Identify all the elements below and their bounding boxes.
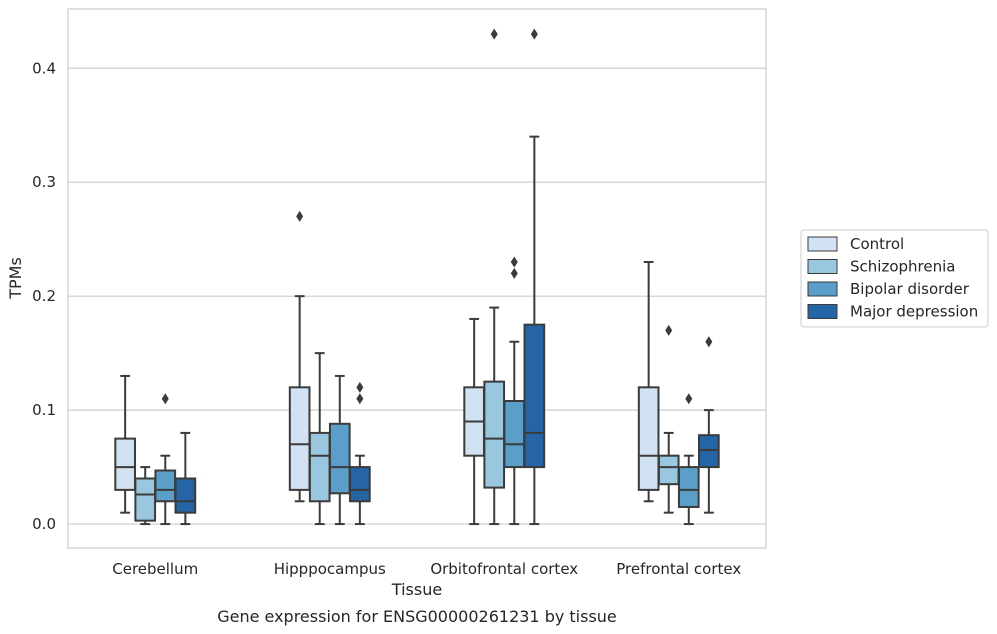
box-iqr xyxy=(174,477,197,514)
box-iqr xyxy=(288,386,311,491)
outlier-point xyxy=(510,256,518,268)
legend-swatch xyxy=(807,236,838,252)
box-iqr xyxy=(349,466,371,503)
box-schizophrenia xyxy=(657,324,680,514)
box-major-depression xyxy=(523,28,546,526)
outlier-point xyxy=(510,267,518,279)
x-tick-label: Prefrontal cortex xyxy=(616,560,741,578)
legend-swatch xyxy=(807,304,838,319)
x-tick-labels: Cerebellum Hipppocampus Orbitofrontal cort… xyxy=(112,560,741,578)
legend-label: Schizophrenia xyxy=(850,258,955,276)
box-iqr xyxy=(503,400,526,469)
y-axis-title: TPMs xyxy=(6,257,25,300)
box-iqr xyxy=(308,431,331,503)
outlier-point xyxy=(296,210,304,222)
y-tick-label: 0.1 xyxy=(32,401,56,419)
y-tick-label: 0.0 xyxy=(32,515,56,533)
box-bipolar-disorder xyxy=(503,256,526,526)
outlier-point xyxy=(161,393,169,405)
box-major-depression xyxy=(174,431,197,526)
box-iqr xyxy=(523,323,546,469)
box-control xyxy=(288,210,311,503)
outlier-point xyxy=(490,28,498,40)
x-axis-title: Tissue xyxy=(391,580,442,599)
box-iqr xyxy=(328,422,351,495)
x-tick-label: Hipppocampus xyxy=(274,560,386,578)
legend-swatch xyxy=(807,259,838,274)
box-iqr xyxy=(637,386,660,491)
box-major-depression xyxy=(349,381,371,526)
box-schizophrenia xyxy=(308,352,331,526)
outlier-point xyxy=(685,393,693,405)
outlier-point xyxy=(356,381,364,393)
y-tick-labels: 0.0 0.1 0.2 0.3 0.4 xyxy=(32,59,56,533)
box-control xyxy=(463,317,485,526)
outlier-point xyxy=(530,28,538,40)
box-bipolar-disorder xyxy=(677,393,700,526)
box-iqr xyxy=(698,434,720,469)
legend-label: Control xyxy=(850,235,904,253)
x-tick-label: Cerebellum xyxy=(112,560,198,578)
outlier-point xyxy=(356,393,364,405)
box-iqr xyxy=(677,466,700,508)
outlier-point xyxy=(705,336,713,348)
box-iqr xyxy=(134,477,157,522)
box-control xyxy=(637,260,660,503)
box-bipolar-disorder xyxy=(328,374,351,526)
legend-label: Bipolar disorder xyxy=(850,280,970,298)
box-iqr xyxy=(657,454,680,486)
x-tick-label: Orbitofrontal cortex xyxy=(430,560,578,578)
legend: Control Schizophrenia Bipolar disorder Majo… xyxy=(800,229,989,328)
legend-swatch xyxy=(807,281,838,297)
figure-caption: Gene expression for ENSG00000261231 by t… xyxy=(217,607,617,626)
box-major-depression xyxy=(698,336,720,514)
y-tick-label: 0.2 xyxy=(32,287,56,305)
plot-frame xyxy=(67,8,767,549)
box-groups xyxy=(114,28,720,526)
box-iqr xyxy=(154,469,177,503)
y-tick-label: 0.4 xyxy=(32,59,56,77)
legend-label: Major depression xyxy=(850,303,978,321)
box-iqr xyxy=(483,380,506,489)
legend-frame xyxy=(800,229,989,328)
outlier-point xyxy=(665,324,673,336)
box-control xyxy=(114,374,136,514)
box-iqr xyxy=(114,437,136,491)
y-tick-label: 0.3 xyxy=(32,173,56,191)
